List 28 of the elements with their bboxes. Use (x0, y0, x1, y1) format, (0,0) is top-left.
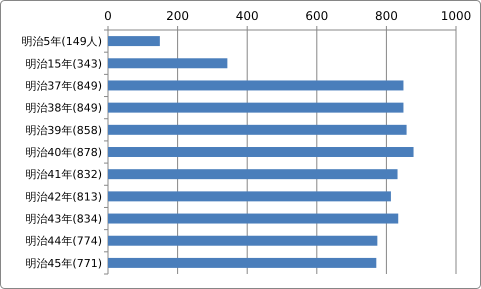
bar (108, 102, 404, 113)
x-tick-label: 600 (305, 9, 328, 23)
y-tick-label: 明治45年(771) (25, 256, 102, 270)
bar (108, 258, 376, 268)
bar (108, 147, 414, 157)
bar (108, 124, 407, 135)
x-tick-label: 1000 (440, 9, 472, 23)
bar (108, 214, 398, 224)
y-tick-label: 明治5年(149人) (21, 35, 102, 48)
bar (108, 236, 378, 246)
x-tick-label: 0 (104, 9, 112, 23)
y-tick-label: 明治40年(878) (25, 146, 102, 159)
y-tick-label: 明治44年(774) (25, 234, 102, 248)
x-tick-label: 800 (374, 9, 398, 23)
y-tick-label: 明治15年(343) (25, 57, 102, 70)
y-tick-label: 明治37年(849) (25, 79, 102, 92)
bar (108, 169, 398, 180)
x-tick-label: 200 (166, 9, 190, 23)
bar (108, 80, 404, 90)
bar (108, 36, 160, 46)
bar (108, 58, 228, 68)
x-tick-label: 400 (236, 9, 259, 23)
bar (108, 191, 391, 202)
y-tick-label: 明治38年(849) (25, 102, 102, 115)
y-tick-label: 明治43年(834) (25, 212, 102, 226)
y-tick-label: 明治39年(858) (25, 124, 102, 137)
y-tick-label: 明治42年(813) (25, 190, 102, 204)
y-tick-label: 明治41年(832) (25, 168, 102, 182)
